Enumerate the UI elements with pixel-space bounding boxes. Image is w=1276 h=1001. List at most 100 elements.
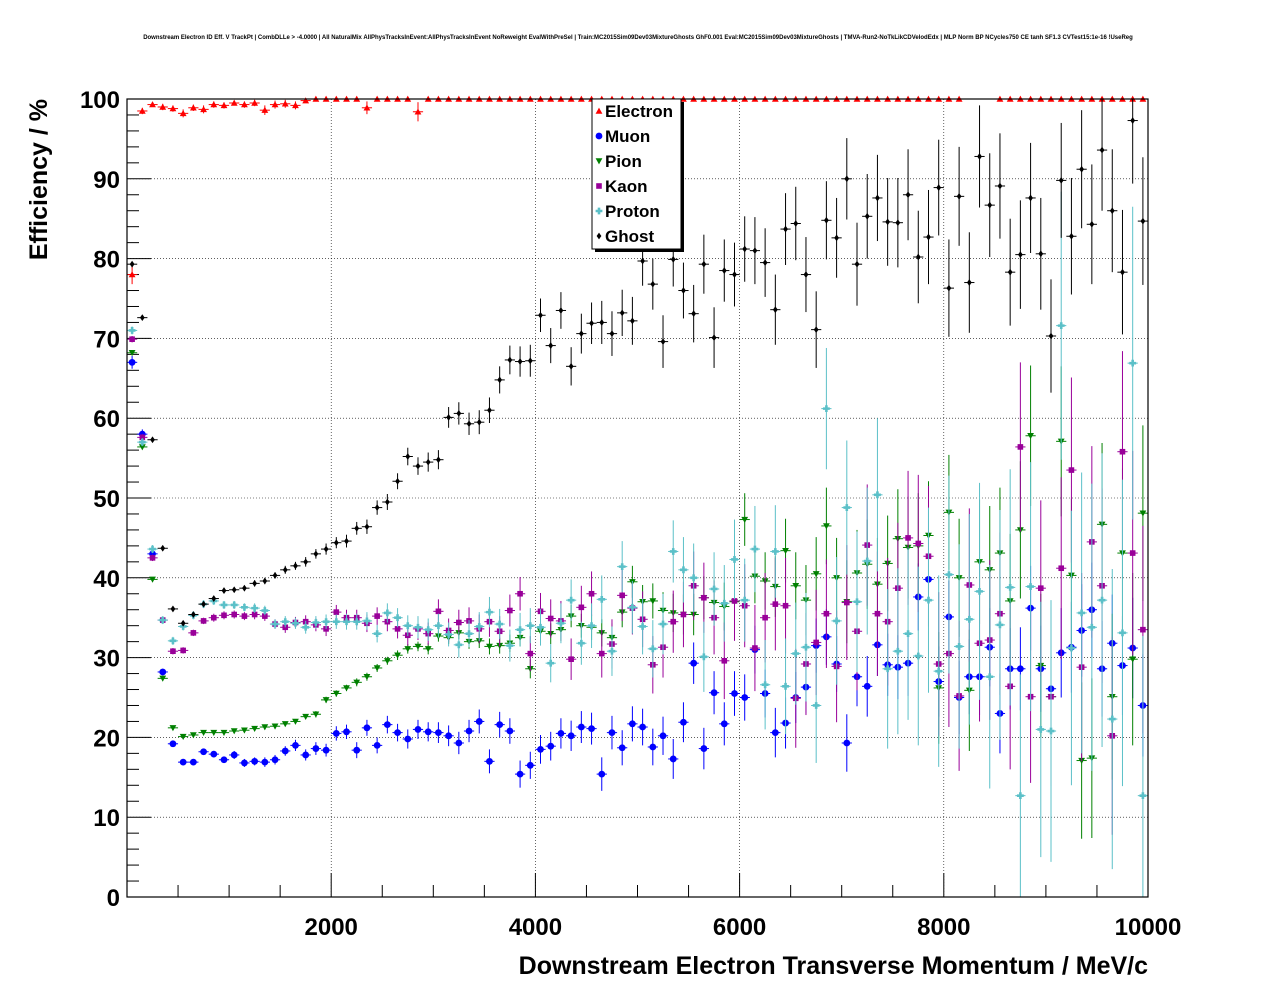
muon-point	[700, 745, 708, 752]
ghost-point	[242, 584, 247, 592]
muon-point	[486, 757, 493, 765]
y-tick-label: 30	[93, 646, 120, 673]
ghost-point	[1099, 146, 1105, 154]
pion-point	[649, 598, 657, 605]
ghost-point	[977, 153, 982, 160]
legend-marker-ghost	[596, 232, 602, 240]
proton-point	[149, 545, 156, 553]
ghost-point	[660, 338, 666, 345]
ghost-point	[170, 605, 176, 613]
proton-point	[598, 595, 606, 603]
proton-point	[945, 571, 953, 579]
pion-point	[1027, 433, 1034, 440]
ghost-point	[936, 184, 942, 191]
ghost-point	[813, 326, 819, 334]
muon-point	[424, 728, 432, 736]
muon-point	[526, 761, 534, 769]
muon-point	[537, 745, 544, 753]
ghost-point	[1007, 268, 1013, 276]
electron-point	[179, 109, 187, 117]
proton-point	[1139, 792, 1147, 800]
ghost-point	[895, 219, 901, 227]
proton-point	[680, 566, 687, 574]
muon-point	[680, 718, 687, 726]
kaon-point	[874, 610, 881, 617]
muon-point	[669, 755, 677, 763]
proton-point	[343, 618, 350, 626]
proton-point	[1129, 359, 1137, 367]
y-tick-label: 40	[93, 566, 120, 593]
kaon-point	[200, 618, 207, 624]
proton-point	[802, 643, 810, 651]
ghost-point	[640, 257, 645, 265]
ghost-point	[752, 247, 758, 255]
muon-point	[741, 694, 749, 701]
ghost-point	[180, 619, 186, 627]
muon-point	[435, 729, 442, 737]
pion-point	[138, 444, 146, 451]
proton-point	[322, 618, 330, 626]
proton-point	[1108, 715, 1116, 723]
pion-point	[322, 697, 330, 704]
proton-point	[935, 667, 943, 675]
pion-point	[353, 679, 361, 686]
proton-point	[1027, 583, 1034, 590]
kaon-point	[813, 639, 819, 646]
ghost-point	[691, 310, 697, 318]
muon-point	[577, 723, 585, 731]
proton-point	[588, 622, 595, 630]
muon-point	[128, 358, 136, 366]
y-tick-label: 10	[93, 805, 120, 832]
pion-point	[149, 576, 156, 583]
proton-point	[914, 652, 922, 660]
muon-point	[731, 690, 738, 697]
pion-point	[302, 713, 310, 721]
proton-point	[292, 619, 299, 627]
electron-point	[149, 101, 156, 108]
ghost-point	[578, 330, 584, 338]
muon-point	[353, 746, 361, 754]
proton-point	[424, 626, 432, 634]
ghost-point	[670, 255, 676, 263]
y-tick-label: 70	[93, 326, 120, 353]
ghost-point	[344, 537, 349, 545]
kaon-point	[1058, 565, 1065, 572]
x-tick-label: 6000	[713, 914, 766, 941]
muon-point	[383, 721, 391, 729]
muon-point	[618, 744, 626, 752]
muon-point	[179, 758, 187, 766]
ghost-point	[425, 458, 431, 466]
kaon-point	[578, 604, 585, 611]
muon-point	[557, 730, 565, 737]
pion-point	[1129, 656, 1137, 663]
proton-point	[925, 596, 932, 604]
ghost-point	[599, 319, 605, 326]
pion-point	[822, 523, 830, 530]
ghost-point	[395, 477, 400, 485]
ghost-point	[405, 453, 411, 460]
proton-point	[312, 619, 320, 626]
ghost-point	[783, 225, 788, 233]
kaon-point	[619, 592, 625, 599]
proton-point	[435, 622, 442, 630]
proton-point	[874, 491, 881, 499]
muon-point	[312, 745, 320, 752]
electron-point	[230, 99, 238, 106]
ghost-point	[854, 260, 860, 268]
kaon-point	[149, 555, 156, 561]
y-tick-label: 20	[93, 725, 120, 752]
proton-point	[526, 622, 534, 630]
kaon-point	[1140, 626, 1146, 633]
ghost-point	[742, 245, 748, 253]
kaon-point	[507, 607, 513, 614]
legend-marker-kaon	[596, 183, 602, 189]
ghost-point	[252, 579, 258, 587]
muon-point	[159, 668, 167, 676]
legend-marker-pion	[595, 158, 603, 165]
proton-point	[955, 643, 963, 650]
pion-point	[128, 350, 136, 357]
muon-point	[210, 750, 218, 758]
electron-point	[271, 101, 279, 108]
proton-point	[281, 618, 289, 626]
